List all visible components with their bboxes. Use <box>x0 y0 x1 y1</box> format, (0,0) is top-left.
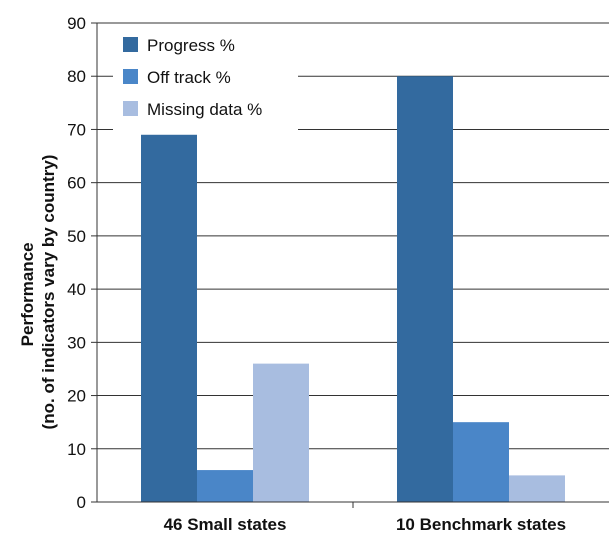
y-tick-label: 20 <box>67 387 86 406</box>
legend-label: Off track % <box>147 68 231 87</box>
y-tick-label: 60 <box>67 174 86 193</box>
bar-off-track-1 <box>197 470 253 502</box>
x-category-labels: 46 Small states 10 Benchmark states <box>164 515 566 534</box>
y-tick-label: 50 <box>67 227 86 246</box>
y-tick-labels: 0 10 20 30 40 50 60 70 80 90 <box>67 14 86 512</box>
y-tick-label: 40 <box>67 280 86 299</box>
y-tick-label: 80 <box>67 67 86 86</box>
legend-swatch <box>123 69 138 84</box>
bar-off-track-2 <box>453 422 509 502</box>
bar-progress-1 <box>141 134 197 502</box>
y-tick-label: 10 <box>67 440 86 459</box>
y-axis-label-line2: (no. of indicators vary by country) <box>39 155 58 430</box>
y-tick-label: 30 <box>67 333 86 352</box>
legend-label: Progress % <box>147 36 235 55</box>
x-category-label: 10 Benchmark states <box>396 515 566 534</box>
y-tick-label: 0 <box>77 493 86 512</box>
bar-missing-data-1 <box>253 363 309 502</box>
y-tick-label: 70 <box>67 120 86 139</box>
y-axis-label-line1: Performance <box>18 242 37 346</box>
bars <box>141 76 565 502</box>
y-tick-label: 90 <box>67 14 86 33</box>
legend: Progress % Off track % Missing data % <box>113 28 298 130</box>
legend-background <box>113 28 298 130</box>
legend-label: Missing data % <box>147 100 262 119</box>
legend-swatch <box>123 101 138 116</box>
bar-missing-data-2 <box>509 475 565 502</box>
y-axis-label: Performance (no. of indicators vary by c… <box>18 155 58 430</box>
legend-swatch <box>123 37 138 52</box>
x-category-label: 46 Small states <box>164 515 287 534</box>
axes <box>91 22 609 508</box>
bar-progress-2 <box>397 76 453 502</box>
